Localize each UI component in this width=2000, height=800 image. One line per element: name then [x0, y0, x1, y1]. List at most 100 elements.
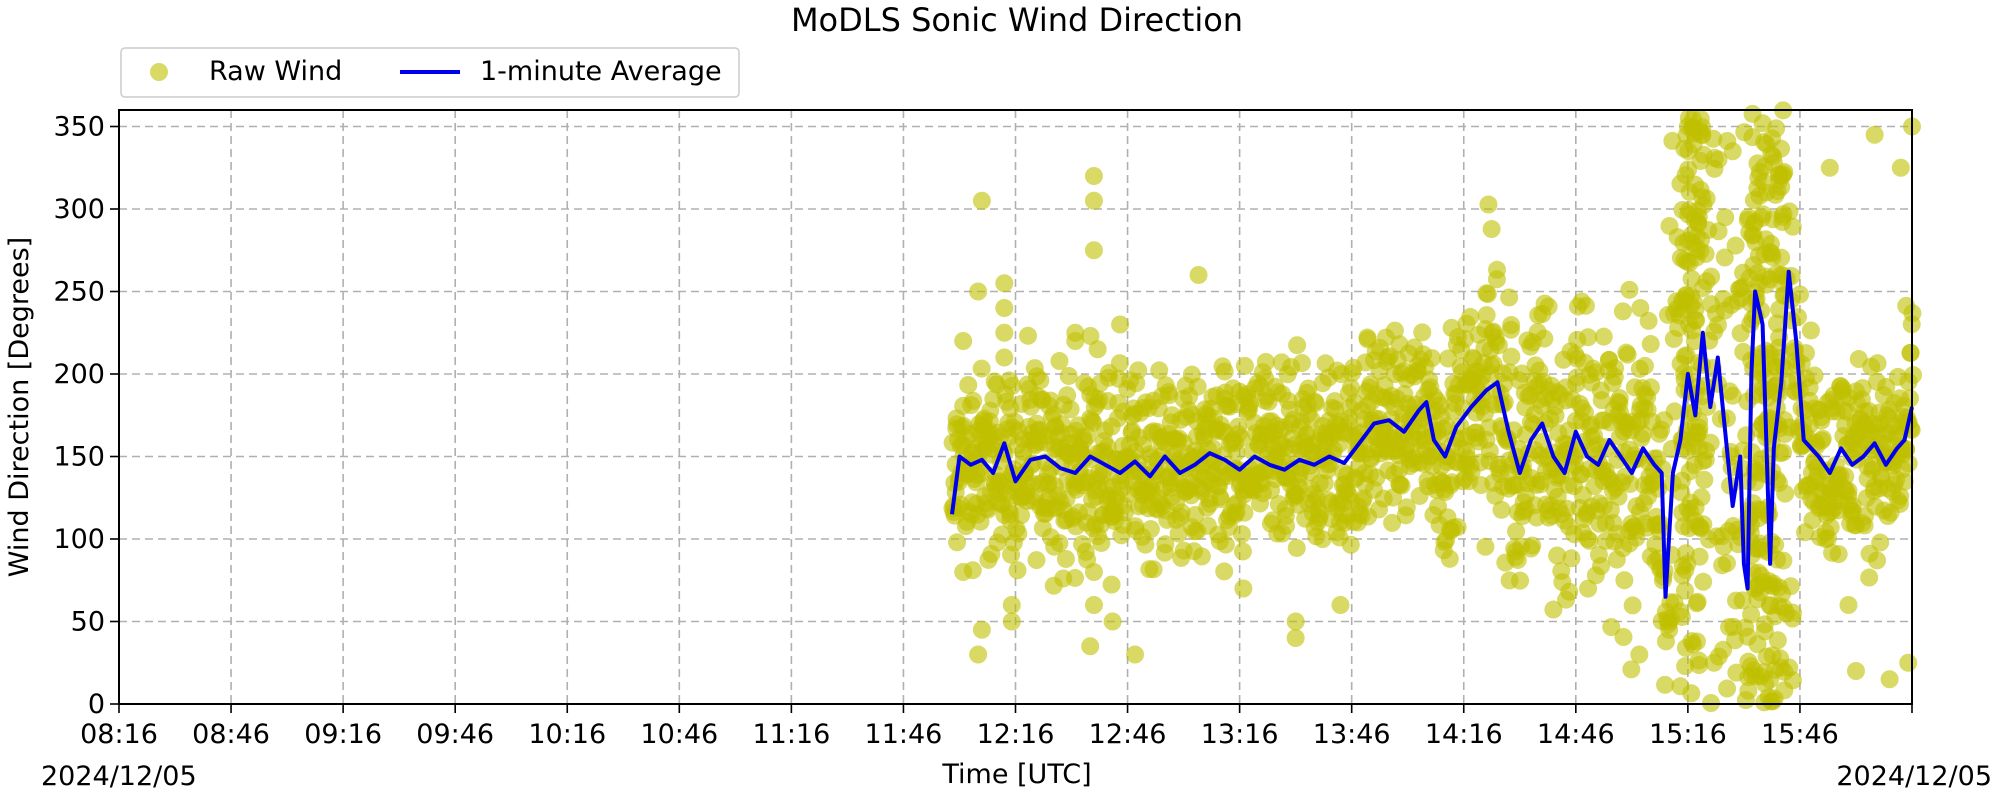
raw-wind-point: [1102, 575, 1121, 594]
raw-wind-point: [1689, 214, 1708, 233]
raw-wind-point: [1891, 494, 1910, 513]
raw-wind-point: [1768, 550, 1787, 569]
raw-wind-point: [1709, 222, 1728, 241]
raw-wind-point: [1641, 335, 1660, 354]
raw-wind-point: [1829, 545, 1848, 564]
y-tick-label: 150: [53, 442, 105, 473]
raw-wind-point: [1694, 572, 1713, 591]
raw-wind-point: [954, 563, 973, 581]
raw-wind-point: [1058, 386, 1077, 405]
raw-wind-point: [1580, 531, 1599, 550]
raw-wind-point: [1422, 349, 1441, 368]
raw-wind-point: [1773, 584, 1792, 603]
raw-wind-point: [1690, 547, 1709, 566]
raw-wind-point: [1210, 488, 1229, 507]
raw-wind-point: [1694, 145, 1713, 164]
raw-wind-point: [1613, 302, 1632, 321]
raw-wind-point: [1084, 563, 1103, 581]
raw-wind-point: [1846, 662, 1865, 680]
raw-wind-point: [1240, 394, 1259, 413]
raw-wind-point: [1899, 653, 1918, 672]
raw-wind-point: [1723, 142, 1742, 161]
raw-wind-point: [1397, 498, 1416, 517]
y-tick-label: 200: [53, 359, 105, 390]
raw-wind-point: [1081, 326, 1100, 345]
raw-wind-point: [1592, 557, 1610, 576]
raw-wind-point: [1492, 500, 1511, 519]
raw-wind-point: [1050, 352, 1069, 371]
raw-wind-point: [1576, 296, 1595, 315]
raw-wind-point: [1895, 472, 1914, 491]
raw-wind-point: [1770, 300, 1789, 319]
x-tick-label: 08:16: [80, 719, 158, 750]
raw-wind-point: [1115, 503, 1134, 522]
raw-wind-point: [1233, 542, 1252, 561]
raw-wind-point: [1313, 530, 1332, 549]
raw-wind-point: [1562, 549, 1581, 568]
raw-wind-point: [1691, 518, 1710, 537]
raw-wind-point: [1871, 533, 1890, 552]
raw-wind-point: [1144, 560, 1163, 579]
raw-wind-point: [1141, 520, 1160, 539]
raw-wind-point: [1059, 366, 1078, 385]
raw-wind-point: [1772, 248, 1791, 267]
raw-wind-point: [1901, 343, 1920, 362]
raw-wind-point: [1192, 547, 1211, 566]
raw-wind-point: [1757, 647, 1776, 666]
raw-wind-point: [1771, 265, 1790, 284]
raw-wind-point: [1155, 543, 1174, 562]
raw-wind-point: [1651, 514, 1670, 533]
raw-wind-point: [1084, 191, 1103, 210]
raw-wind-point: [1234, 579, 1253, 598]
raw-wind-point: [995, 274, 1014, 293]
raw-wind-point: [1215, 362, 1234, 381]
y-tick-label: 50: [71, 607, 105, 638]
raw-wind-point: [1738, 627, 1757, 646]
raw-wind-point: [1487, 270, 1506, 289]
raw-wind-point: [964, 391, 983, 410]
raw-wind-point: [1675, 581, 1694, 600]
raw-wind-point: [1677, 346, 1696, 365]
raw-wind-point: [1739, 681, 1758, 700]
raw-wind-point: [1656, 675, 1675, 694]
raw-wind-point: [1715, 248, 1734, 267]
raw-wind-point: [1126, 645, 1145, 664]
chart-title: MoDLS Sonic Wind Direction: [791, 1, 1243, 39]
raw-wind-point: [1215, 389, 1234, 408]
raw-wind-point: [1081, 637, 1100, 656]
raw-wind-point: [1066, 332, 1085, 350]
raw-wind-point: [1306, 394, 1325, 413]
raw-wind-point: [1775, 662, 1794, 681]
raw-wind-point: [1790, 285, 1809, 304]
raw-wind-point: [1256, 352, 1275, 371]
x-tick-label: 09:16: [304, 719, 382, 750]
raw-wind-point: [1448, 518, 1467, 537]
raw-wind-point: [1479, 195, 1498, 214]
raw-wind-point: [1631, 299, 1650, 318]
raw-wind-point: [1061, 400, 1080, 419]
y-axis-ticks: 0 50 100 150 200 250 300 350: [53, 112, 119, 720]
raw-wind-point: [1797, 344, 1816, 363]
y-tick-label: 300: [53, 194, 105, 225]
raw-wind-point: [1899, 454, 1918, 473]
raw-wind-point: [1686, 311, 1705, 330]
raw-wind-point: [948, 533, 967, 552]
raw-wind-point: [1665, 402, 1684, 421]
raw-wind-point: [1477, 306, 1496, 325]
raw-wind-point: [1820, 158, 1839, 177]
x-tick-label: 12:46: [1089, 719, 1167, 750]
raw-wind-point: [1606, 359, 1625, 378]
raw-wind-point: [1757, 183, 1776, 202]
raw-wind-point: [1511, 571, 1530, 590]
raw-wind-point: [1693, 279, 1712, 298]
raw-wind-point: [1088, 340, 1107, 359]
raw-wind-point: [1056, 549, 1075, 568]
raw-wind-point: [1880, 670, 1899, 689]
raw-wind-point: [1768, 631, 1787, 650]
raw-wind-point: [1009, 524, 1028, 543]
raw-wind-point: [1742, 605, 1761, 624]
raw-wind-point: [1050, 534, 1069, 553]
raw-wind-point: [1188, 377, 1207, 396]
raw-wind-point: [959, 375, 978, 394]
raw-wind-point: [1621, 474, 1640, 493]
